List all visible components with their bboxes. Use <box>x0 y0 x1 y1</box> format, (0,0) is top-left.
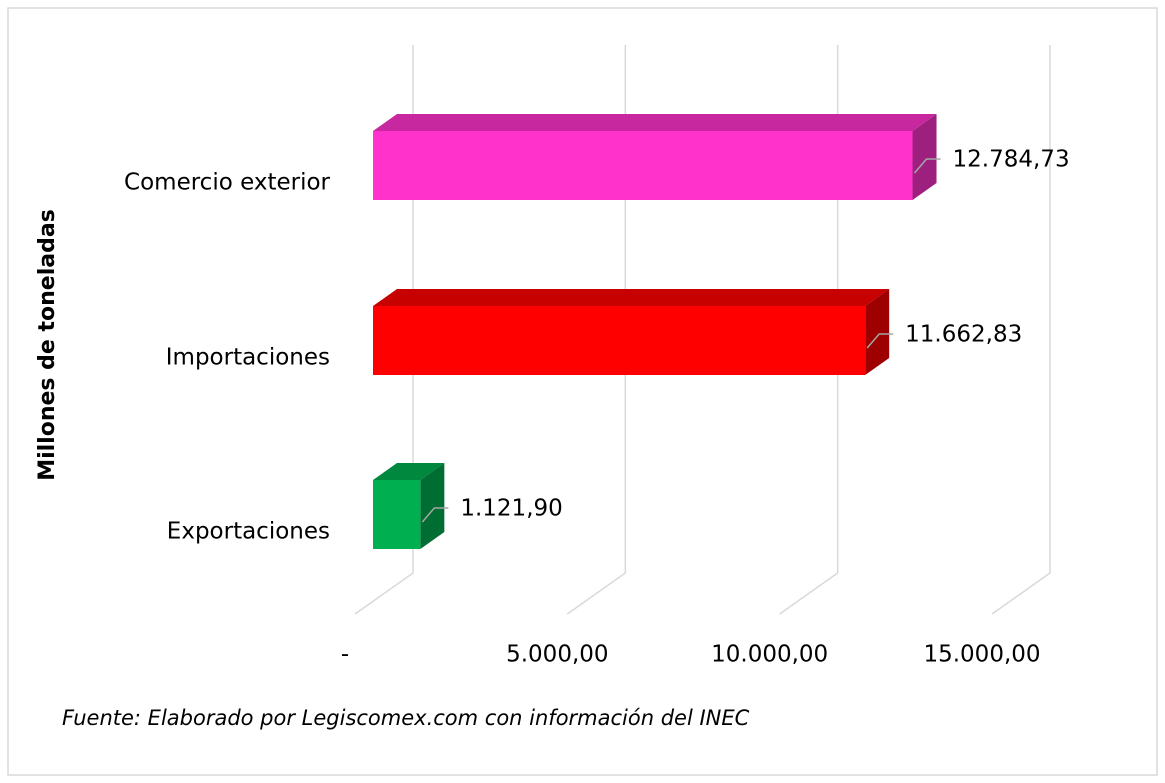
bar <box>373 306 866 375</box>
y-tick-label: Comercio exterior <box>124 170 330 196</box>
bar-side <box>912 114 937 200</box>
x-tick-label: 15.000,00 <box>923 642 1040 668</box>
leader-line <box>866 333 894 349</box>
bar-side <box>865 289 890 375</box>
grid-line <box>991 45 1051 615</box>
leader-line <box>421 507 449 523</box>
x-tick-label: 5.000,00 <box>506 642 608 668</box>
bar <box>373 480 421 549</box>
bar-top <box>373 289 890 306</box>
grid-line <box>566 45 627 615</box>
grid-line <box>354 45 414 615</box>
y-axis-title: Millones de toneladas <box>35 209 60 481</box>
leader-line <box>913 158 941 174</box>
x-tick-label: 10.000,00 <box>711 642 828 668</box>
source-note: Fuente: Elaborado por Legiscomex.com con… <box>62 706 750 730</box>
bar-top <box>373 114 937 131</box>
x-tick-label: - <box>341 642 349 668</box>
bar-top <box>373 463 445 480</box>
y-tick-label: Importaciones <box>166 345 330 371</box>
bar <box>373 131 913 200</box>
y-tick-label: Exportaciones <box>167 519 330 545</box>
value-label: 1.121,90 <box>460 496 562 522</box>
grid-line <box>779 45 839 615</box>
value-label: 12.784,73 <box>953 147 1070 173</box>
value-label: 11.662,83 <box>905 322 1022 348</box>
bar-side <box>420 463 445 549</box>
